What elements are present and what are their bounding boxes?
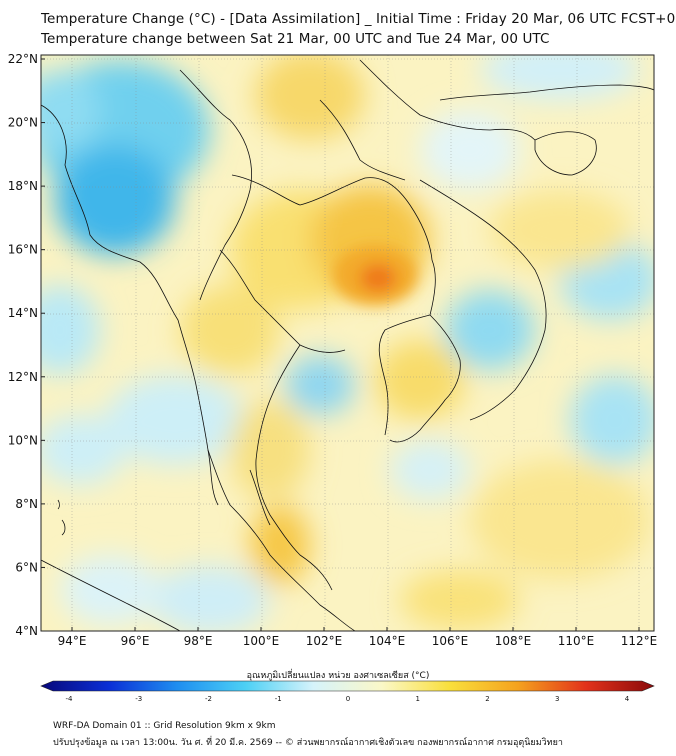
lat-tick-label: 14°N: [8, 306, 38, 320]
latitude-axis: 22°N 20°N 18°N 16°N 14°N 12°N 10°N 8°N 6°N 4°N: [8, 52, 45, 638]
map-title-line-1: Temperature Change (°C) - [Data Assimila…: [41, 11, 676, 27]
lon-tick-label: 100°E: [243, 634, 280, 648]
lon-tick-label: 106°E: [432, 634, 469, 648]
colorbar: -4 -3 -2 -1 0 1 2 3 4: [40, 680, 655, 703]
lat-tick-label: 4°N: [15, 624, 38, 638]
colorbar-tick-label: 2: [485, 695, 489, 703]
colorbar-tick-label: -1: [275, 695, 282, 703]
footer-line-1: WRF-DA Domain 01 :: Grid Resolution 9km …: [53, 721, 276, 731]
lon-tick-label: 108°E: [495, 634, 532, 648]
lon-tick-label: 110°E: [558, 634, 595, 648]
colorbar-ticks: -4 -3 -2 -1 0 1 2 3 4: [66, 695, 630, 703]
lon-tick-label: 104°E: [369, 634, 406, 648]
lat-tick-label: 8°N: [15, 497, 38, 511]
country-borders: [41, 59, 654, 631]
lon-tick-label: 102°E: [306, 634, 343, 648]
lat-tick-label: 22°N: [8, 52, 38, 66]
colorbar-tick-label: 1: [416, 695, 420, 703]
colorbar-tick-label: -2: [205, 695, 212, 703]
lon-tick-label: 96°E: [121, 634, 150, 648]
colorbar-title: อุณหภูมิเปลี่ยนแปลง หน่วย องศาเซลเซียส (…: [246, 671, 430, 681]
lon-tick-label: 112°E: [621, 634, 658, 648]
colorbar-tick-label: 4: [625, 695, 630, 703]
lat-tick-label: 12°N: [8, 370, 38, 384]
footer-line-2: ปรับปรุงข้อมูล ณ เวลา 13:00น. วัน ศ. ที่…: [53, 738, 563, 748]
lon-tick-label: 98°E: [184, 634, 213, 648]
colorbar-tick-label: -3: [135, 695, 142, 703]
temperature-field: [41, 55, 654, 631]
longitude-axis: 94°E 96°E 98°E 100°E 102°E 104°E 106°E 108°E 110…: [58, 627, 658, 648]
map-title-line-2: Temperature change between Sat 21 Mar, 0…: [41, 31, 550, 47]
lat-tick-label: 10°N: [8, 433, 38, 447]
colorbar-tick-label: 0: [346, 695, 350, 703]
lat-tick-label: 6°N: [15, 560, 38, 574]
map-frame: [40, 54, 655, 632]
graticule: [41, 55, 654, 631]
lat-tick-label: 16°N: [8, 243, 38, 257]
colorbar-bar: [40, 680, 655, 692]
lat-tick-label: 20°N: [8, 116, 38, 130]
lat-tick-label: 18°N: [8, 179, 38, 193]
lon-tick-label: 94°E: [58, 634, 87, 648]
colorbar-tick-label: 3: [555, 695, 559, 703]
colorbar-tick-label: -4: [66, 695, 74, 703]
